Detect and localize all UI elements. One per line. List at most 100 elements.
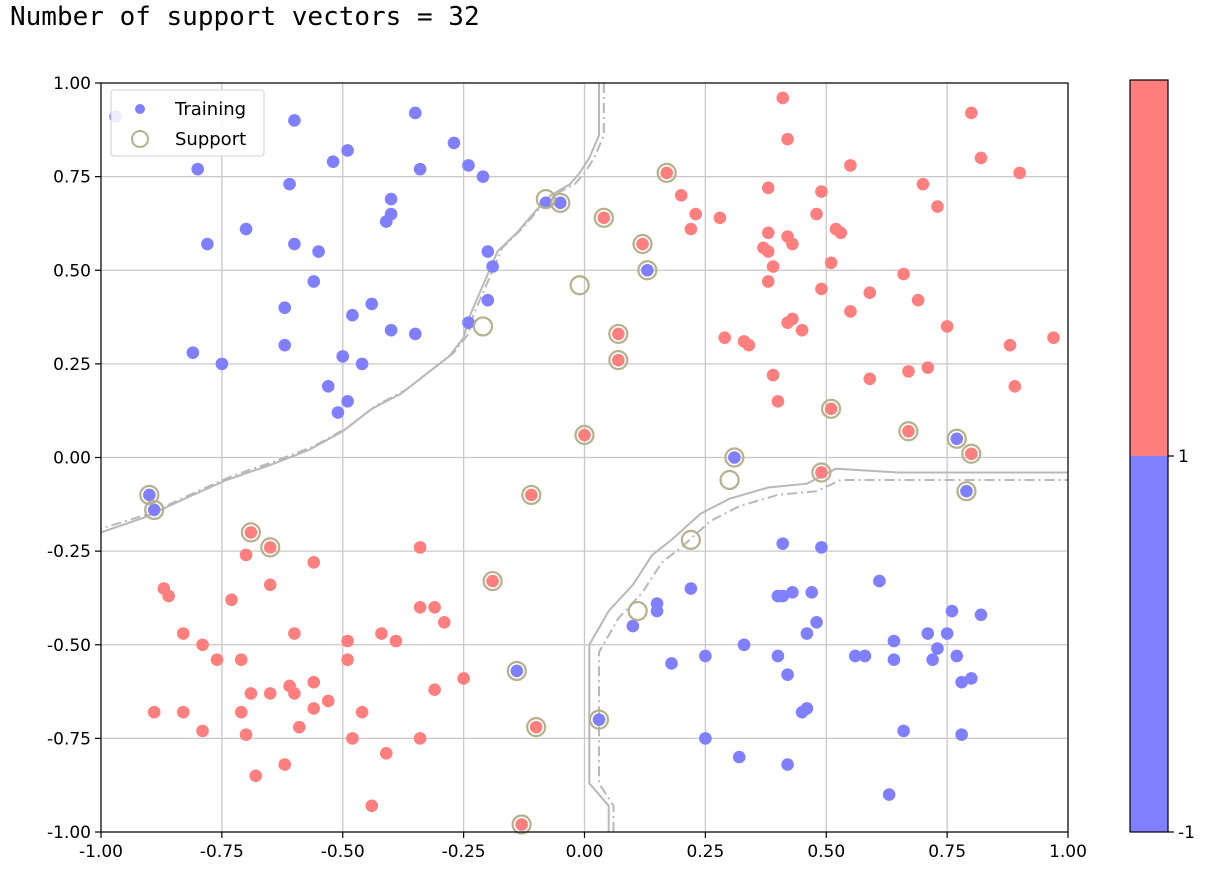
x-tick-label: -1.00	[79, 842, 123, 862]
training-point-positive	[786, 312, 799, 326]
training-point-positive	[674, 189, 688, 202]
training-point-positive	[1013, 166, 1026, 180]
training-point-negative	[326, 155, 340, 168]
training-point-positive	[225, 593, 238, 607]
support-vector-ring	[472, 316, 494, 337]
training-point-positive	[428, 683, 441, 696]
training-point-positive	[844, 305, 857, 318]
legend-training-label: Training	[174, 99, 246, 120]
training-point-positive	[902, 424, 915, 438]
training-point-positive	[355, 705, 369, 719]
support-vector-ring	[593, 207, 614, 228]
colorbar-positive-segment	[1130, 80, 1168, 456]
training-point-positive	[1047, 331, 1060, 344]
legend: Training Support	[110, 89, 265, 157]
x-tick-label: -0.25	[442, 842, 486, 862]
training-point-negative	[355, 357, 369, 371]
training-point-negative	[699, 732, 712, 745]
training-point-negative	[926, 653, 939, 667]
training-point-positive	[863, 286, 877, 300]
colorbar-negative-segment	[1130, 456, 1168, 832]
support-vector-ring	[637, 260, 658, 281]
data-points	[109, 91, 1060, 831]
training-point-negative	[288, 114, 301, 127]
training-point-negative	[887, 653, 901, 667]
training-point-negative	[510, 664, 524, 678]
training-point-negative	[940, 627, 954, 640]
training-point-positive	[612, 353, 625, 367]
grid-lines	[100, 82, 1069, 833]
training-point-positive	[147, 705, 161, 719]
training-point-positive	[1008, 380, 1022, 393]
training-point-positive	[244, 687, 258, 700]
training-point-positive	[761, 275, 775, 288]
support-vector-ring	[961, 443, 982, 464]
training-point-positive	[742, 338, 756, 352]
training-point-negative	[384, 323, 398, 337]
training-point-negative	[965, 672, 978, 685]
training-point-positive	[795, 323, 809, 337]
training-point-positive	[321, 694, 335, 708]
training-point-negative	[554, 196, 567, 210]
support-vector-ring	[240, 522, 261, 543]
training-point-positive	[375, 627, 388, 640]
training-point-positive	[965, 106, 978, 120]
training-point-positive	[766, 368, 780, 382]
training-point-positive	[239, 548, 253, 562]
support-vector-ring	[535, 188, 556, 210]
support-vector-ring	[608, 350, 629, 371]
support-vector-ring	[550, 192, 571, 213]
training-point-positive	[824, 256, 838, 270]
training-point-negative	[278, 301, 292, 315]
training-point-negative	[283, 177, 296, 191]
x-tick-label: 0.75	[928, 842, 966, 862]
training-point-positive	[684, 222, 698, 236]
support-vector-ring	[820, 398, 842, 419]
training-point-positive	[810, 207, 823, 221]
training-point-negative	[786, 586, 799, 599]
training-point-positive	[413, 601, 427, 614]
training-point-negative	[476, 170, 490, 183]
training-point-negative	[897, 724, 910, 738]
training-point-positive	[288, 627, 301, 640]
colorbar-label-1: 1	[1178, 447, 1189, 467]
training-point-negative	[684, 582, 698, 595]
training-point-negative	[974, 608, 988, 622]
training-point-positive	[965, 447, 978, 461]
support-vector-ring	[946, 428, 967, 449]
training-point-negative	[486, 260, 499, 273]
training-point-negative	[408, 327, 422, 341]
training-point-positive	[660, 166, 673, 180]
training-point-negative	[341, 144, 354, 157]
training-point-negative	[776, 589, 790, 603]
training-point-positive	[389, 634, 403, 648]
training-point-positive	[916, 177, 930, 191]
training-point-negative	[408, 106, 422, 120]
training-point-negative	[882, 788, 896, 801]
training-point-positive	[307, 675, 321, 689]
training-point-positive	[176, 705, 190, 719]
training-point-positive	[278, 758, 292, 771]
y-tick-label: -1.00	[47, 823, 91, 843]
training-point-positive	[786, 237, 799, 251]
training-point-positive	[761, 226, 775, 240]
x-tick-label: -0.50	[321, 842, 365, 862]
training-point-positive	[234, 653, 248, 667]
training-point-negative	[143, 488, 156, 502]
training-point-positive	[379, 747, 393, 760]
training-point-positive	[689, 207, 703, 221]
training-point-positive	[766, 260, 780, 273]
training-point-negative	[331, 406, 345, 419]
training-point-negative	[960, 484, 973, 498]
support-vector-rings	[139, 162, 982, 835]
support-vector-ring	[956, 481, 977, 502]
training-point-negative	[800, 702, 814, 715]
training-point-positive	[249, 769, 263, 783]
training-point-positive	[863, 372, 877, 386]
training-point-negative	[873, 574, 886, 588]
training-point-positive	[911, 293, 925, 307]
training-point-negative	[481, 245, 495, 258]
training-point-positive	[346, 732, 359, 745]
support-vector-ring	[608, 323, 629, 345]
